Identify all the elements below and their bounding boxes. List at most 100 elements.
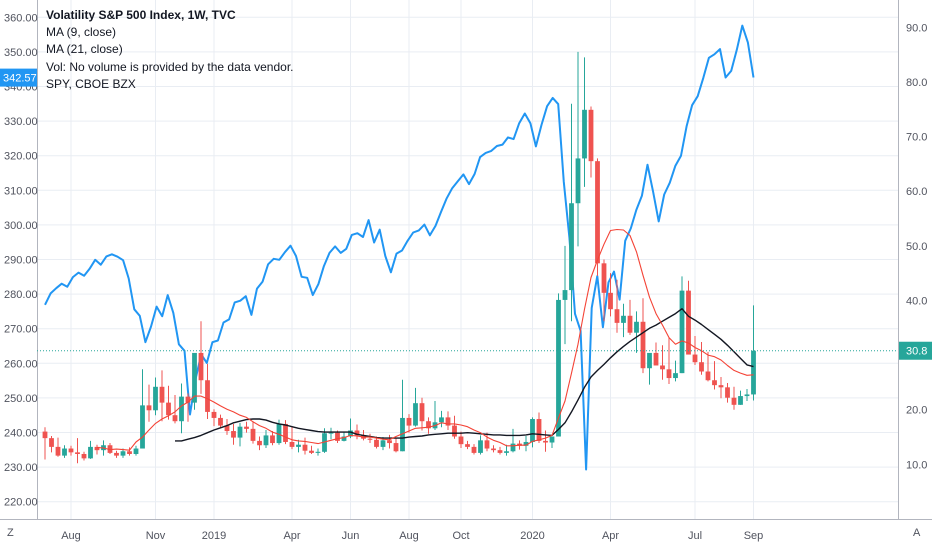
vix-candle	[179, 383, 184, 434]
candle-body	[94, 446, 100, 451]
candle-body	[153, 386, 158, 411]
vix-candle	[127, 447, 132, 456]
vix-candle	[406, 414, 412, 433]
candle-body	[133, 448, 139, 454]
auto-scale-button[interactable]: A	[913, 527, 921, 539]
candle-body	[510, 443, 516, 452]
candle-body	[127, 451, 132, 454]
vix-candle	[497, 446, 503, 455]
candle-body	[120, 451, 126, 456]
candle-body	[588, 109, 594, 162]
candle-body	[595, 161, 600, 264]
vix-candle	[601, 259, 607, 322]
candle-body	[114, 452, 119, 456]
vix-candle	[289, 426, 295, 450]
vix-candle	[588, 106, 594, 178]
candle-body	[660, 365, 665, 370]
x-tick-label: 2020	[520, 530, 544, 542]
vix-candle	[484, 432, 490, 452]
vix-candle	[640, 298, 646, 374]
candle-body	[452, 425, 457, 437]
candle-body	[367, 438, 373, 440]
candle-body	[699, 362, 704, 372]
vix-candle	[81, 451, 87, 461]
vix-candle	[114, 450, 119, 458]
vix-candle	[731, 386, 737, 410]
candle-body	[686, 290, 691, 355]
vix-candle	[426, 417, 431, 434]
spy-last-label: 342.57	[3, 73, 37, 85]
candle-body	[504, 451, 509, 453]
candle-body	[582, 109, 587, 159]
candle-body	[647, 352, 652, 369]
left-tick-label: 350.00	[4, 47, 38, 59]
vix-candle	[218, 414, 223, 428]
candle-body	[328, 432, 334, 434]
right-tick-label: 70.0	[906, 132, 927, 144]
candle-body	[205, 380, 210, 412]
vix-candle	[354, 424, 360, 440]
left-tick-label: 310.00	[4, 185, 38, 197]
vix-candle	[257, 436, 262, 451]
timezone-button[interactable]: Z	[7, 527, 14, 539]
candle-body	[315, 451, 321, 453]
vix-candle	[595, 158, 600, 276]
vix-candle	[94, 444, 100, 455]
vix-candle	[283, 420, 288, 445]
candle-body	[289, 441, 295, 447]
candle-body	[705, 371, 711, 381]
candle-body	[413, 403, 418, 426]
vix-candle	[198, 321, 204, 394]
vix-candle	[62, 445, 67, 458]
candle-body	[159, 386, 165, 403]
vix-last-badge	[899, 341, 932, 360]
candle-body	[523, 441, 529, 446]
candle-body	[406, 417, 412, 426]
vix-candle	[296, 439, 301, 453]
candle-body	[218, 417, 223, 426]
left-tick-label: 290.00	[4, 255, 38, 267]
candle-body	[530, 419, 535, 442]
x-tick-label: Apr	[602, 530, 619, 542]
vix-candle	[315, 448, 321, 456]
vix-candle	[68, 445, 74, 456]
vix-candle	[627, 299, 633, 335]
candle-body	[172, 415, 178, 422]
vix-candle	[172, 394, 178, 424]
candle-body	[621, 315, 626, 323]
vix-candle	[270, 431, 275, 446]
candle-body	[536, 419, 542, 441]
moving-averages	[96, 228, 754, 451]
candle-body	[634, 321, 639, 333]
candle-body	[679, 290, 685, 374]
candle-body	[55, 446, 61, 456]
candle-body	[439, 417, 444, 423]
x-tick-label: Jul	[688, 530, 702, 542]
vix-last-label: 30.8	[906, 346, 927, 358]
chart-legend: Volatility S&P 500 Index, 1W, TVC MA (9,…	[46, 7, 293, 93]
vix-candle	[686, 280, 691, 355]
candle-body	[725, 387, 730, 398]
legend-title: Volatility S&P 500 Index, 1W, TVC	[46, 8, 236, 22]
candle-body	[478, 440, 483, 453]
candle-body	[211, 411, 217, 418]
legend-spy: SPY, CBOE BZX	[46, 76, 136, 91]
vix-candle	[536, 412, 542, 444]
candle-body	[62, 448, 67, 456]
candle-body	[575, 158, 581, 204]
x-tick-label: Oct	[452, 530, 469, 542]
candle-body	[166, 402, 171, 416]
candle-body	[341, 436, 347, 441]
candle-body	[569, 203, 574, 291]
candle-body	[276, 423, 282, 444]
vix-candle	[491, 445, 496, 453]
vix-candle	[478, 435, 483, 455]
right-tick-label: 90.0	[906, 22, 927, 34]
candle-body	[244, 426, 249, 429]
vix-candle	[614, 279, 620, 333]
candle-body	[471, 446, 477, 453]
vix-candle	[575, 51, 581, 247]
left-tick-label: 330.00	[4, 116, 38, 128]
vix-candle	[244, 421, 249, 433]
vix-candle	[75, 438, 80, 464]
